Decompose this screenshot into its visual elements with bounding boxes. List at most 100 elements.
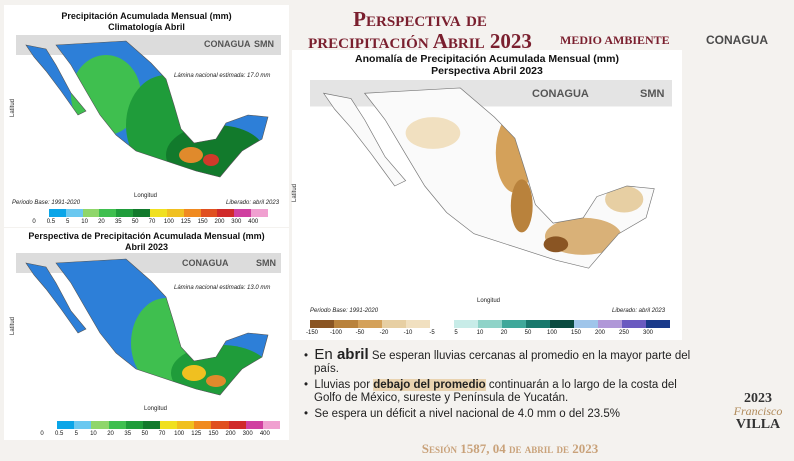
panel-title: Perspectiva de Precipitación Acumulada M… [28, 231, 265, 241]
legend-label: -20 [379, 330, 389, 336]
color-box: 20 [501, 320, 526, 336]
legend-label: 100 [546, 330, 557, 336]
legend-label: 5 [74, 431, 78, 437]
axis-label: Longitud [477, 298, 501, 304]
legend-label: 125 [180, 219, 191, 225]
axis-label: Latitud [292, 183, 299, 203]
color-box: 0.5 [55, 421, 75, 437]
slide-title: Perspectiva de precipitación Abril 2023 [290, 8, 550, 52]
color-box: 0.5 [47, 209, 66, 225]
badge: 2023 Francisco VILLA [728, 392, 788, 432]
base-period: Periodo Base: 1991-2020 [12, 200, 81, 206]
color-box: 70 [149, 209, 167, 225]
panel-subtitle: Climatología Abril [108, 22, 185, 32]
title-line: Perspectiva de [353, 7, 487, 31]
panel: Precipitación Acumulada Mensual (mm) Clim… [4, 5, 289, 227]
color-box: 70 [159, 421, 178, 437]
color-box: 35 [115, 209, 134, 225]
color-box: 10 [477, 320, 502, 336]
legend-label: 100 [163, 219, 174, 225]
legend-label: 5 [454, 330, 458, 336]
colorbar: 0 0.5 5 10 20 35 50 70 100 125 150 200 300 400 [32, 209, 269, 225]
color-box: 150 [571, 320, 598, 336]
legend-label: 250 [618, 330, 629, 336]
panel: Perspectiva de Precipitación Acumulada M… [4, 228, 289, 440]
legend-label: 0 [40, 431, 44, 437]
color-box: 10 [90, 421, 109, 437]
color-box: -10 [404, 320, 430, 336]
bullet-text: Se esperan lluvias cercanas al promedio … [314, 350, 691, 375]
axis-label: Longitud [144, 406, 168, 412]
legend-label: 0 [32, 219, 36, 225]
legend-label: 150 [570, 330, 581, 336]
legend-label: 10 [90, 431, 97, 437]
bullet-dot: • [304, 408, 315, 420]
bullet: • En abril Se esperan lluvias cercanas a… [304, 346, 695, 376]
legend-label: 50 [131, 219, 139, 225]
color-box: 125 [181, 209, 201, 225]
legend-label: 20 [107, 431, 114, 437]
logo-text: CONAGUA [204, 39, 251, 49]
colorbar: -150 -100 -50 -20 -10 -5 5 10 20 50 100 150 200 250 30… [306, 320, 670, 336]
color-box: 150 [198, 209, 218, 225]
bullet: • Se espera un déficit a nivel nacional … [304, 408, 695, 421]
color-box: -150 [306, 320, 334, 336]
color-box: 20 [107, 421, 126, 437]
color-box: 400 [260, 421, 280, 437]
bullet-text: Se espera un déficit a nivel nacional de… [314, 408, 620, 420]
color-box: 35 [124, 421, 143, 437]
logo-text: SMN [640, 88, 665, 100]
base-period: Periodo Base: 1991-2020 [310, 308, 379, 314]
legend-label: 50 [524, 330, 532, 336]
logo-text: CONAGUA [532, 88, 589, 100]
legend-label: 300 [242, 431, 253, 437]
bullet-text: En [314, 346, 337, 363]
color-box: -20 [380, 320, 406, 336]
bullet-dot: • [304, 350, 315, 362]
logo-text: CONAGUA [706, 33, 768, 47]
color-box: 50 [132, 209, 151, 225]
color-box: 10 [81, 209, 100, 225]
legend-label: -10 [403, 330, 413, 336]
color-box: 300 [231, 209, 252, 225]
legend-label: 20 [500, 330, 508, 336]
legend-label: 20 [98, 219, 105, 225]
legend-label: -50 [355, 330, 365, 336]
color-box: 20 [98, 209, 117, 225]
legend-label: 150 [197, 219, 208, 225]
legend-label: -5 [429, 330, 435, 336]
legend-label: 0.5 [54, 431, 64, 437]
color-box: 300 [243, 421, 263, 437]
legend-label: 300 [642, 330, 653, 336]
color-box: 50 [142, 421, 160, 437]
bullet-text: debajo del promedio [373, 379, 486, 391]
legend-label: 125 [191, 431, 202, 437]
color-box: 250 [619, 320, 646, 336]
panel: Anomalía de Precipitación Acumulada Mens… [292, 50, 682, 340]
legend-label: 200 [225, 431, 236, 437]
color-box: 50 [525, 320, 550, 336]
panel-title: Anomalía de Precipitación Acumulada Mens… [355, 53, 619, 65]
color-box: 200 [214, 209, 235, 225]
legend-label: 200 [594, 330, 605, 336]
color-box: -50 [356, 320, 382, 336]
legend-label: 0.5 [46, 219, 56, 225]
legend-label: -150 [305, 330, 318, 336]
panel-title: Precipitación Acumulada Mensual (mm) [61, 11, 232, 21]
axis-label: Latitud [10, 316, 17, 336]
legend-label: 100 [174, 431, 185, 437]
legend-label: 400 [259, 431, 270, 437]
bullet-text: Lluvias por [314, 379, 374, 391]
color-box: 125 [191, 421, 212, 437]
color-box: -100 [330, 320, 358, 336]
legend-label: 5 [66, 219, 70, 225]
colorbar: 0 0.5 5 10 20 35 50 70 100 125 150 200 300 400 [40, 421, 280, 437]
panel-subtitle: Perspectiva Abril 2023 [431, 65, 543, 77]
note: Lámina nacional estimada: 13.0 mm [174, 285, 271, 291]
map [16, 35, 281, 195]
release: Liberado: abril 2023 [612, 308, 666, 314]
map [310, 80, 672, 292]
footer: Sesión 1587, 04 de abril de 2023 [421, 441, 599, 456]
logo-text: CONAGUA [182, 258, 229, 268]
